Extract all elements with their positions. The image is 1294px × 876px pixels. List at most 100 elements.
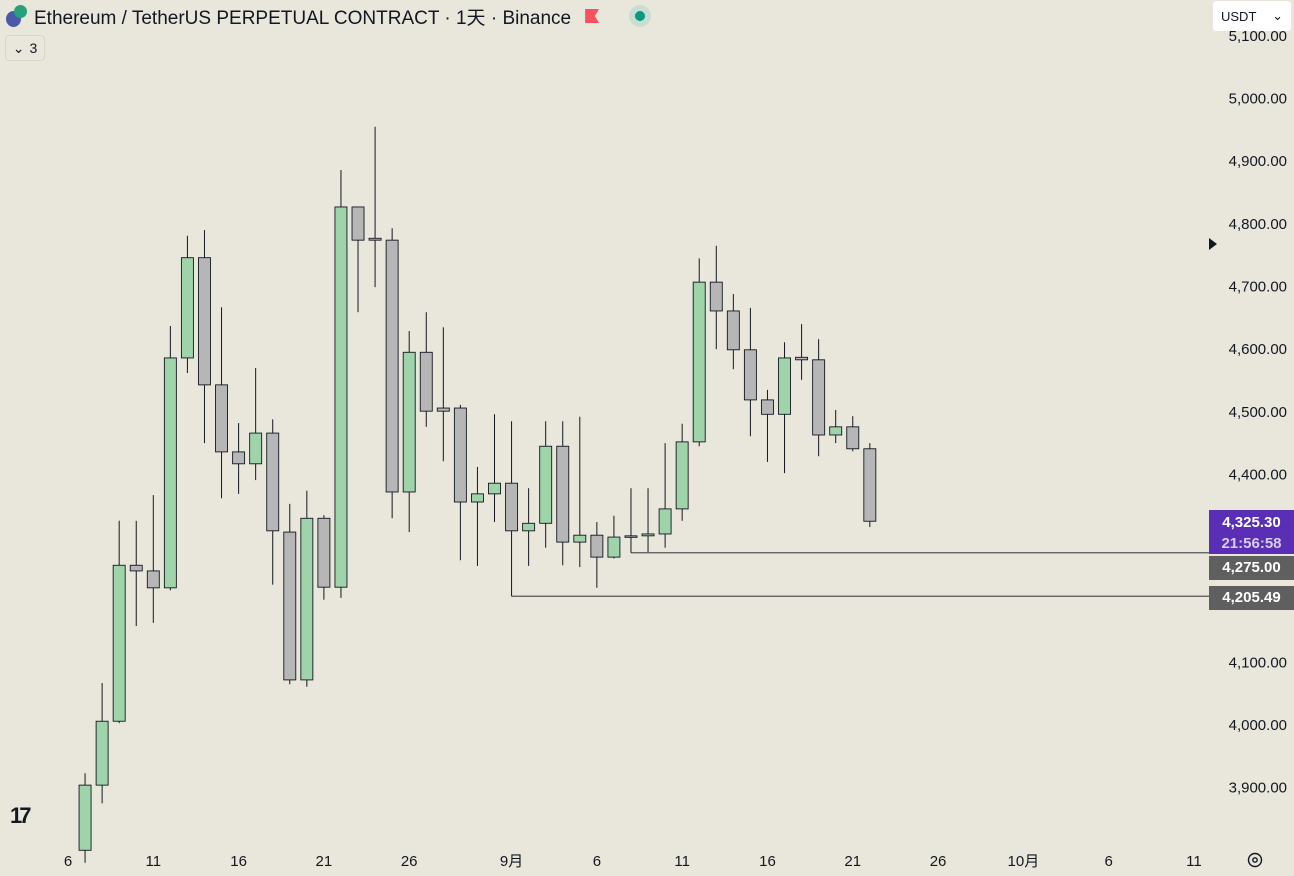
settings-icon[interactable] (1246, 851, 1264, 869)
time-tick-label: 9月 (500, 853, 523, 870)
candle-body (112, 564, 126, 722)
candle (590, 522, 604, 588)
candle (470, 466, 484, 566)
candle (334, 170, 348, 598)
candle-body (590, 534, 604, 558)
time-tick-label: 11 (146, 853, 162, 870)
price-marker-icon (1209, 238, 1217, 250)
candle-body (402, 351, 416, 493)
candle-body (846, 426, 860, 450)
candle (215, 307, 228, 499)
candle-body (95, 720, 109, 786)
horizontal-levels (511, 552, 1209, 597)
candle-body (624, 535, 638, 538)
candle (368, 126, 382, 288)
candle-body (726, 310, 740, 351)
time-tick-label: 26 (401, 853, 418, 870)
candle (709, 245, 723, 350)
candle-body (488, 482, 501, 495)
last-price: 4,325.30 (1222, 514, 1281, 531)
candle-body (829, 426, 843, 436)
candle-body (795, 356, 809, 361)
market-status-icon[interactable] (629, 5, 652, 27)
candle (95, 683, 109, 804)
candle (351, 206, 365, 313)
candle (505, 421, 519, 597)
candle-body (470, 493, 484, 503)
candle-body (198, 257, 211, 386)
candle (692, 258, 706, 447)
candle-body (453, 407, 467, 503)
candle (402, 330, 416, 533)
candle-body (385, 239, 399, 493)
indicators-toggle[interactable]: ⌄ 3 (5, 35, 45, 61)
candle-body (232, 451, 246, 465)
candle (573, 416, 587, 568)
price-tick-label: 4,600.00 (1229, 341, 1287, 358)
candle-body (505, 482, 519, 532)
candle-body (283, 531, 297, 681)
candle (726, 294, 740, 370)
candle-body (317, 517, 331, 588)
candle-body (658, 508, 672, 535)
tradingview-logo[interactable]: 17 (10, 803, 32, 828)
time-tick-label: 6 (1104, 853, 1112, 870)
candle (78, 773, 92, 863)
symbol-title[interactable]: Ethereum / TetherUS PERPETUAL CONTRACT ·… (34, 7, 572, 29)
time-tick-label: 10月 (1008, 853, 1040, 870)
candle (198, 230, 211, 444)
candle (317, 515, 331, 600)
candle (419, 312, 433, 427)
candle (163, 325, 177, 591)
time-tick-label: 11 (674, 853, 690, 870)
candle-body (129, 564, 143, 572)
price-tick-label: 4,100.00 (1229, 654, 1287, 671)
candle (624, 488, 638, 553)
candle (112, 520, 126, 724)
candle (607, 515, 621, 559)
candle (539, 421, 553, 548)
price-tick-label: 4,500.00 (1229, 404, 1287, 421)
candle (436, 327, 450, 462)
candle-body (709, 281, 723, 312)
price-axis[interactable]: 5,100.00 5,000.00 4,900.00 4,800.00 4,700.00… (1229, 28, 1287, 797)
candle (778, 342, 791, 474)
candle-body (556, 445, 570, 543)
candle-body (607, 536, 621, 558)
candle (863, 443, 877, 528)
price-tick-label: 3,900.00 (1229, 780, 1287, 797)
candle-body (641, 533, 655, 537)
candle (300, 490, 314, 687)
price-tick-label: 4,900.00 (1229, 153, 1287, 170)
candle (743, 307, 757, 437)
candle-body (419, 351, 433, 412)
candle (795, 324, 809, 380)
candle-body (249, 432, 263, 465)
candle-body (146, 570, 160, 589)
price-tick-label: 4,000.00 (1229, 717, 1287, 734)
candle (453, 404, 467, 561)
bar-countdown: 21:56:58 (1221, 535, 1282, 552)
time-tick-label: 11 (1186, 853, 1202, 870)
candle (488, 414, 501, 523)
candle-body (266, 432, 280, 532)
candle (129, 520, 143, 627)
currency-label: USDT (1221, 8, 1257, 24)
flag-icon[interactable] (585, 9, 600, 23)
symbol-icon (6, 5, 28, 27)
currency-select[interactable]: USDT ⌄ (1213, 1, 1291, 31)
price-tick-label: 5,000.00 (1229, 91, 1287, 108)
candle (249, 367, 263, 481)
time-tick-label: 6 (593, 853, 601, 870)
candle-body (368, 237, 382, 241)
time-tick-label: 6 (64, 853, 72, 870)
candle-body (300, 517, 314, 681)
candle (180, 235, 194, 373)
candle (675, 423, 689, 521)
candle (232, 423, 246, 494)
time-axis[interactable]: 6 11 16 21 26 9月 6 11 16 21 26 10月 6 11 (64, 853, 1202, 870)
candle-body (692, 281, 706, 443)
level-label-2: 4,205.49 (1209, 586, 1294, 610)
candle-body (573, 534, 587, 543)
